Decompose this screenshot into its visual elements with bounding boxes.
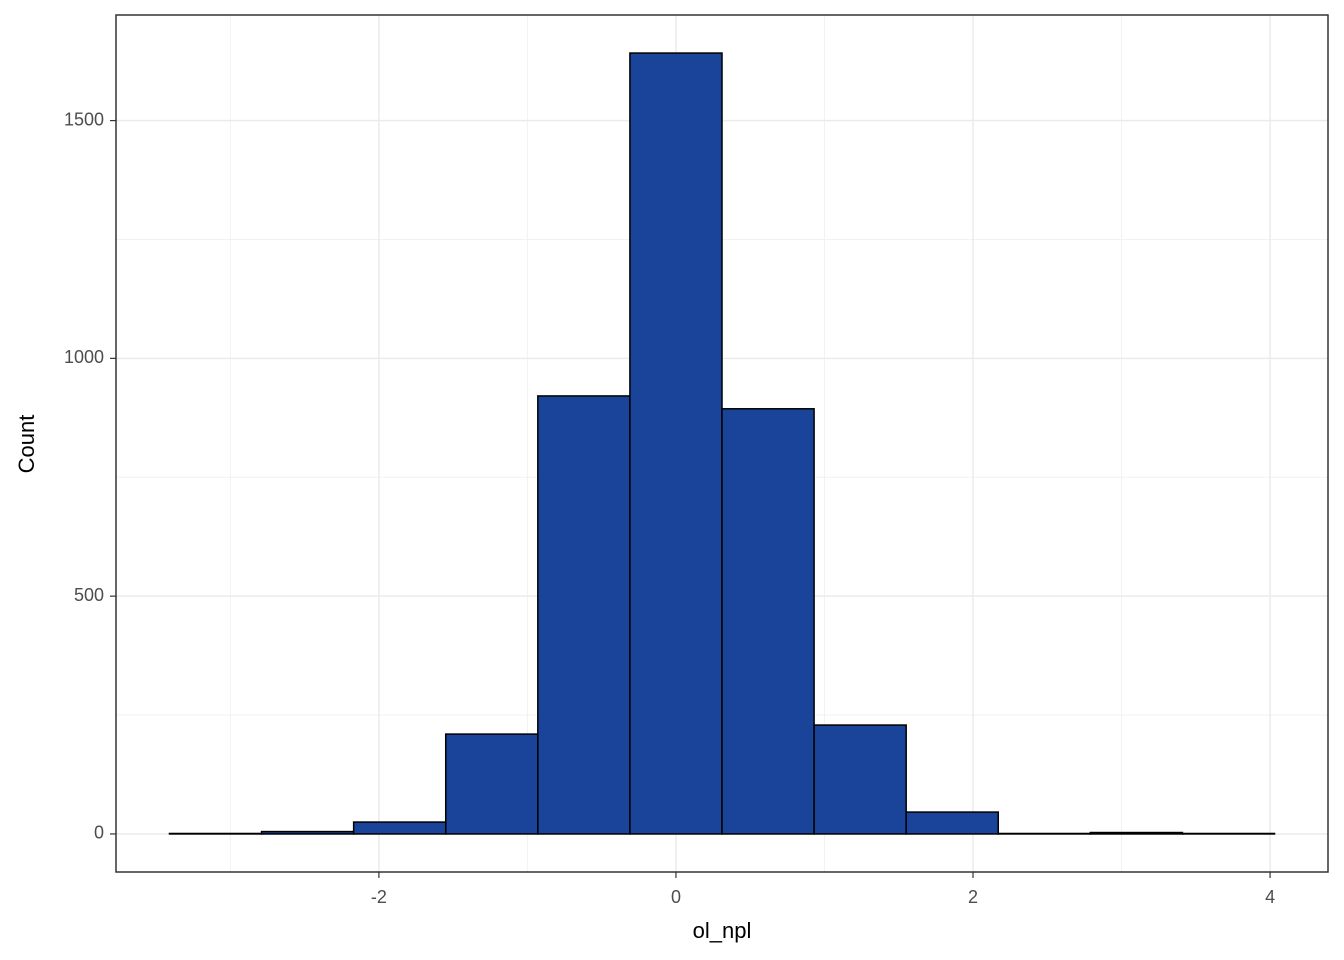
bar bbox=[721, 408, 815, 835]
bar bbox=[444, 733, 539, 835]
bar bbox=[813, 724, 907, 835]
x-tick-label: 0 bbox=[671, 887, 681, 907]
y-axis-title: Count bbox=[14, 415, 39, 474]
bar bbox=[905, 811, 1000, 835]
bar bbox=[537, 395, 631, 835]
y-tick-label: 1500 bbox=[64, 109, 104, 129]
panel-border bbox=[115, 14, 1329, 873]
x-tick-label: 2 bbox=[968, 887, 978, 907]
y-tick-label: 0 bbox=[94, 823, 104, 843]
bar bbox=[1089, 831, 1184, 835]
y-tick-label: 500 bbox=[74, 585, 104, 605]
x-tick-label: -2 bbox=[371, 887, 387, 907]
bar bbox=[629, 52, 723, 835]
y-tick-label: 1000 bbox=[64, 347, 104, 367]
bar bbox=[260, 830, 355, 835]
x-tick-label: 4 bbox=[1265, 887, 1275, 907]
x-axis-title: ol_npl bbox=[693, 918, 752, 943]
bar bbox=[352, 821, 447, 835]
